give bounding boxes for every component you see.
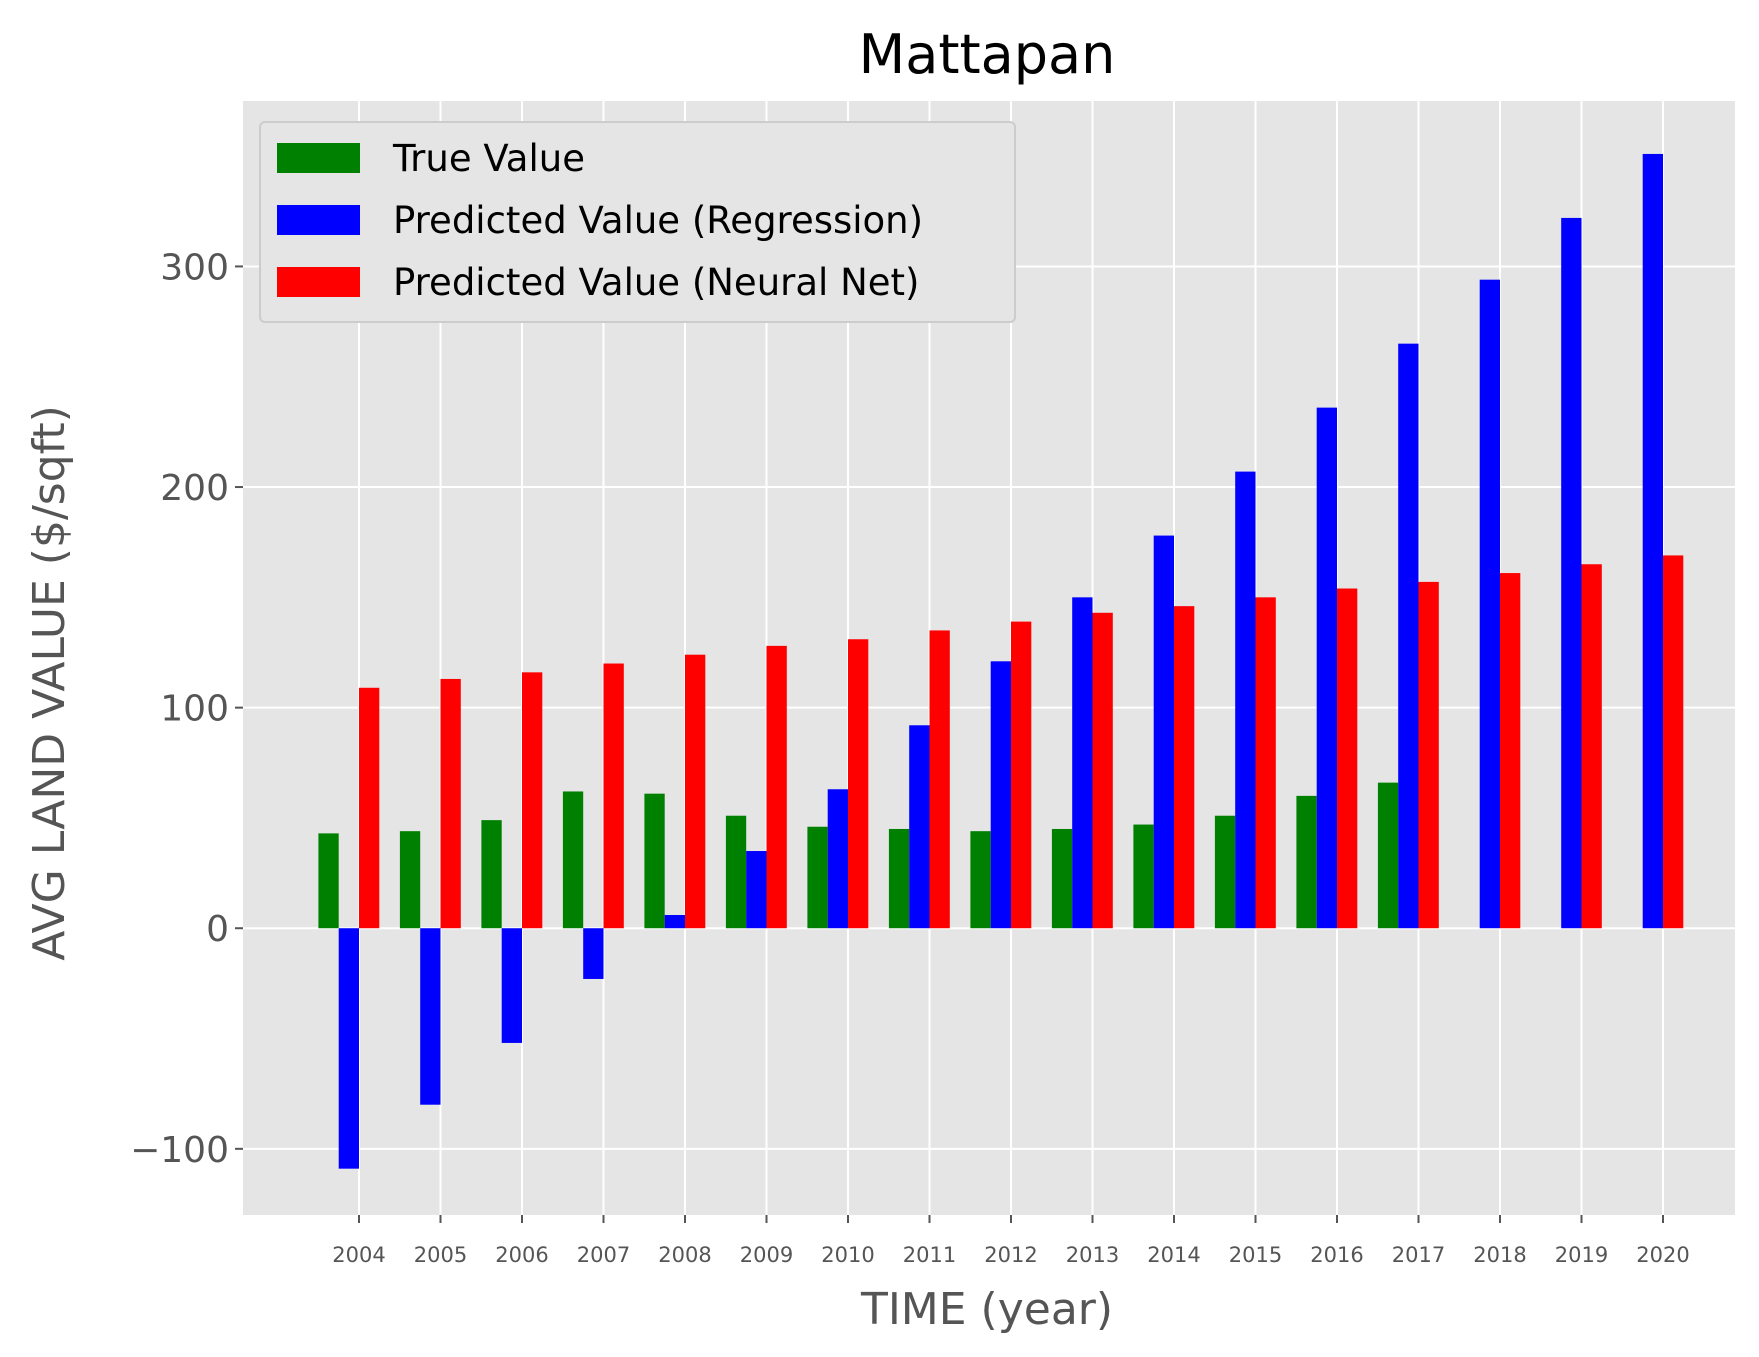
y-tick-label: 300 — [160, 247, 229, 288]
x-tick-label: 2005 — [414, 1243, 467, 1267]
bar-2008-2 — [685, 654, 706, 929]
bar-2006-1 — [501, 928, 522, 1043]
bar-2017-1 — [1398, 343, 1419, 929]
bar-2013-1 — [1072, 597, 1093, 929]
bar-2016-2 — [1337, 588, 1358, 929]
bar-2014-1 — [1153, 535, 1174, 929]
bar-2009-1 — [746, 851, 767, 929]
bar-2017-2 — [1418, 581, 1439, 929]
bar-2017-0 — [1377, 782, 1399, 929]
legend-swatch — [277, 205, 360, 235]
x-axis-label: TIME (year) — [860, 1284, 1113, 1335]
x-tick-label: 2010 — [821, 1243, 874, 1267]
bar-2012-2 — [1011, 621, 1032, 929]
x-axis-ticks: 2004 2005 2006 2007 2008 2009 2010 2011 2012 2013… — [332, 1215, 1690, 1267]
y-tick-label: 0 — [206, 909, 229, 950]
bar-2015-1 — [1235, 471, 1256, 929]
bar-2015-0 — [1214, 815, 1236, 929]
bar-2006-2 — [522, 672, 543, 929]
bar-2005-1 — [420, 928, 441, 1105]
bar-2020-1 — [1642, 153, 1663, 929]
chart-title: Mattapan — [859, 23, 1116, 86]
bar-2011-1 — [909, 725, 930, 929]
x-tick-label: 2011 — [903, 1243, 956, 1267]
bar-2011-2 — [929, 630, 950, 929]
bar-2008-0 — [644, 793, 665, 929]
x-tick-label: 2013 — [1066, 1243, 1119, 1267]
legend: True Value Predicted Value (Regression) Pr… — [259, 121, 1016, 323]
bar-2004-2 — [359, 687, 380, 929]
bar-2019-2 — [1581, 564, 1602, 929]
bar-2008-1 — [664, 914, 685, 929]
bar-2016-0 — [1296, 795, 1317, 929]
x-tick-label: 2016 — [1310, 1243, 1363, 1267]
bar-2016-1 — [1316, 407, 1337, 929]
bar-2019-1 — [1561, 217, 1582, 929]
bar-2007-0 — [562, 791, 584, 929]
x-tick-label: 2014 — [1147, 1243, 1200, 1267]
bar-2012-1 — [990, 661, 1011, 929]
x-tick-label: 2008 — [658, 1243, 711, 1267]
bar-2015-2 — [1255, 597, 1276, 929]
bar-2004-0 — [318, 833, 339, 929]
bar-2010-2 — [848, 639, 869, 929]
bar-2014-0 — [1133, 824, 1154, 929]
x-tick-label: 2020 — [1636, 1243, 1689, 1267]
y-tick-label: 100 — [160, 689, 229, 730]
bar-2006-0 — [481, 820, 502, 929]
legend-swatch — [277, 267, 360, 297]
legend-swatch — [277, 143, 360, 173]
legend-label: True Value — [392, 137, 585, 180]
legend-label: Predicted Value (Regression) — [393, 199, 923, 242]
y-axis-label: AVG LAND VALUE ($/sqft) — [24, 405, 75, 961]
bar-2013-2 — [1092, 612, 1113, 929]
bar-2007-2 — [603, 663, 624, 929]
legend-frame — [259, 121, 1016, 323]
bar-2005-0 — [399, 831, 421, 929]
x-tick-label: 2009 — [740, 1243, 793, 1267]
y-axis-ticks: −100 0 100 200 300 — [130, 247, 243, 1171]
x-tick-label: 2017 — [1392, 1243, 1445, 1267]
bar-2011-0 — [888, 828, 910, 929]
bar-2007-1 — [583, 928, 604, 979]
bar-2013-0 — [1051, 828, 1073, 929]
x-tick-label: 2007 — [577, 1243, 630, 1267]
bar-2005-2 — [440, 678, 461, 929]
x-tick-label: 2018 — [1473, 1243, 1526, 1267]
x-tick-label: 2012 — [984, 1243, 1037, 1267]
x-tick-label: 2006 — [495, 1243, 548, 1267]
bar-2004-1 — [338, 928, 359, 1169]
bar-2009-0 — [725, 815, 747, 929]
x-tick-label: 2004 — [332, 1243, 385, 1267]
bar-2009-2 — [766, 645, 787, 929]
x-tick-label: 2019 — [1555, 1243, 1608, 1267]
x-tick-label: 2015 — [1229, 1243, 1282, 1267]
legend-label: Predicted Value (Neural Net) — [393, 261, 919, 304]
y-tick-label: 200 — [160, 468, 229, 509]
bar-2010-0 — [807, 826, 828, 929]
y-tick-label: −100 — [130, 1130, 229, 1171]
bar-2020-2 — [1663, 555, 1684, 929]
bar-2010-1 — [827, 789, 848, 929]
bar-2014-2 — [1174, 606, 1195, 929]
bar-2018-2 — [1500, 573, 1521, 929]
bars — [318, 153, 1684, 1169]
bar-2018-1 — [1479, 279, 1500, 929]
bar-2012-0 — [970, 831, 991, 929]
